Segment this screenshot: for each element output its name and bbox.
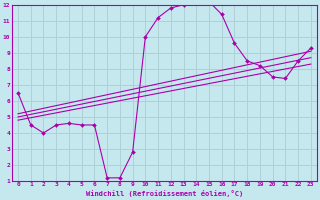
X-axis label: Windchill (Refroidissement éolien,°C): Windchill (Refroidissement éolien,°C)	[86, 190, 243, 197]
